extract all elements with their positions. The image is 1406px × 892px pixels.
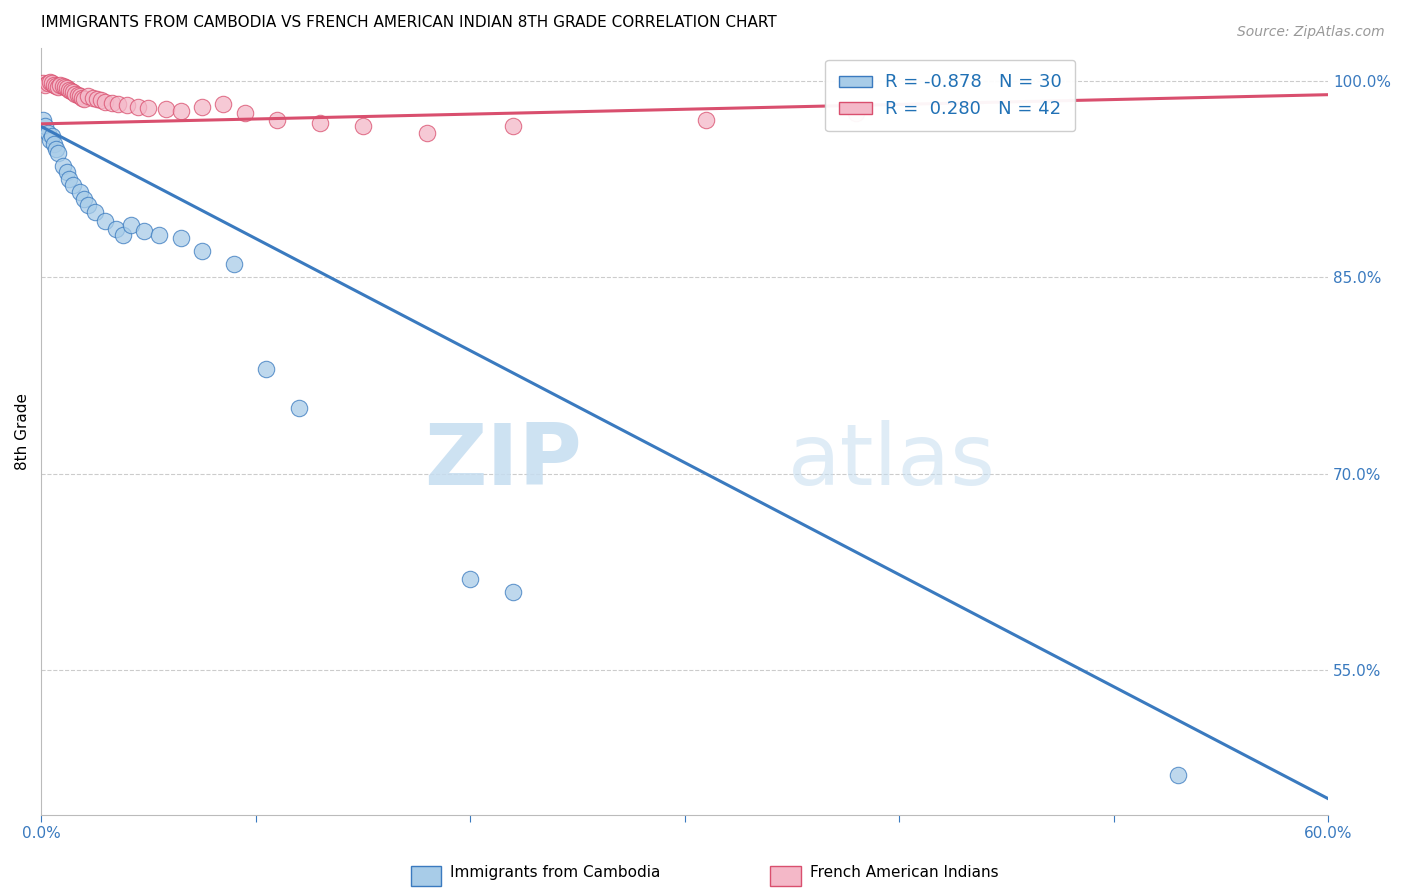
Point [254, 362, 277, 376]
Point [458, 572, 481, 586]
Point [287, 401, 309, 416]
Point [56, 165, 79, 179]
Point [56, 81, 79, 95]
Y-axis label: 8th Grade: 8th Grade [15, 392, 30, 470]
Point [695, 112, 717, 127]
Point [69, 89, 91, 103]
Point [69, 185, 91, 199]
Text: IMMIGRANTS FROM CAMBODIA VS FRENCH AMERICAN INDIAN 8TH GRADE CORRELATION CHART: IMMIGRANTS FROM CAMBODIA VS FRENCH AMERI… [41, 15, 778, 30]
Point [42, 78, 65, 92]
Point [46, 145, 69, 160]
Point [32, 112, 55, 127]
Point [416, 126, 439, 140]
Point [212, 97, 235, 112]
Point [70, 90, 93, 104]
Point [309, 115, 332, 129]
Point [233, 106, 256, 120]
Point [132, 224, 155, 238]
Point [352, 120, 374, 134]
Point [58, 172, 80, 186]
Point [66, 88, 89, 103]
Point [45, 78, 67, 93]
Point [53, 80, 76, 95]
Point [37, 76, 59, 90]
Text: French American Indians: French American Indians [810, 865, 998, 880]
Point [32, 76, 55, 90]
Point [62, 86, 84, 100]
Point [94, 95, 117, 109]
Point [51, 159, 73, 173]
Point [60, 84, 83, 98]
Point [169, 231, 191, 245]
Point [62, 178, 84, 193]
Point [42, 136, 65, 151]
Point [65, 87, 87, 101]
Point [77, 89, 100, 103]
Point [169, 103, 191, 118]
Point [38, 132, 60, 146]
Point [115, 98, 138, 112]
Point [46, 80, 69, 95]
Point [191, 244, 214, 258]
Point [120, 218, 142, 232]
Point [49, 78, 72, 92]
Point [94, 214, 117, 228]
Point [82, 90, 104, 104]
Point [73, 92, 96, 106]
Point [502, 584, 524, 599]
Point [148, 228, 170, 243]
Point [1167, 768, 1189, 782]
Point [34, 120, 56, 134]
Point [38, 75, 60, 89]
Point [41, 128, 63, 143]
Point [41, 76, 63, 90]
Point [845, 106, 868, 120]
Point [34, 78, 56, 92]
Point [58, 83, 80, 97]
Point [105, 221, 128, 235]
Point [155, 103, 177, 117]
Point [107, 97, 129, 112]
Point [90, 93, 112, 107]
Legend: R = -0.878   N = 30, R =  0.280   N = 42: R = -0.878 N = 30, R = 0.280 N = 42 [825, 60, 1076, 131]
Point [191, 100, 214, 114]
Point [45, 142, 67, 156]
Text: Source: ZipAtlas.com: Source: ZipAtlas.com [1237, 25, 1385, 39]
Point [86, 92, 108, 106]
Point [127, 100, 149, 114]
Point [111, 228, 134, 243]
Point [73, 192, 96, 206]
Point [37, 126, 59, 140]
Point [77, 198, 100, 212]
Point [138, 101, 160, 115]
Point [224, 257, 246, 271]
Text: Immigrants from Cambodia: Immigrants from Cambodia [450, 865, 661, 880]
Point [83, 204, 105, 219]
Point [266, 112, 288, 127]
Text: atlas: atlas [787, 420, 995, 503]
Text: ZIP: ZIP [425, 420, 582, 503]
Point [502, 120, 524, 134]
Point [101, 95, 124, 110]
Point [51, 78, 73, 93]
